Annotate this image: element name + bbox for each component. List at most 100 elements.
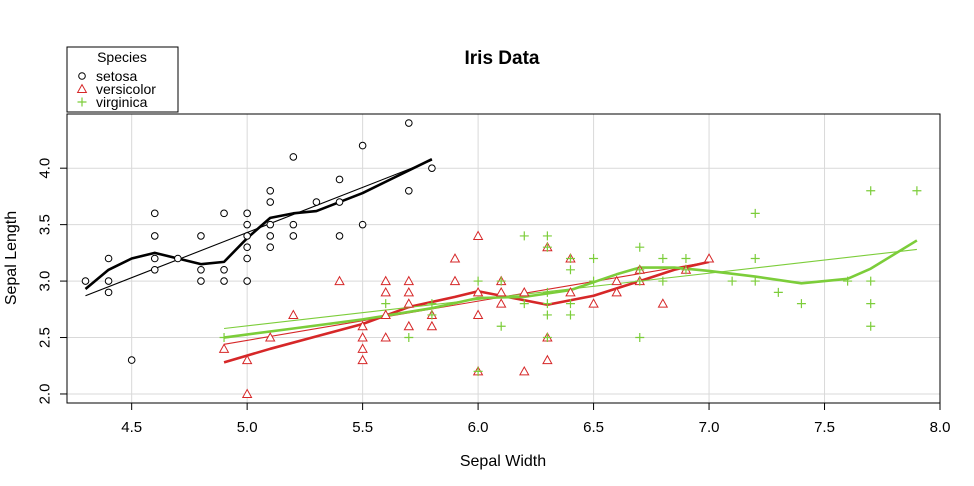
virginica-point-29	[681, 265, 691, 275]
versicolor-point-20	[449, 275, 461, 286]
virginica-point-35	[773, 287, 783, 297]
virginica-point-37	[843, 276, 853, 286]
legend-marker-setosa	[78, 72, 86, 80]
setosa-point-12	[197, 232, 205, 240]
setosa-point-19	[243, 232, 251, 240]
virginica-point-34	[750, 208, 760, 218]
virginica-point-31	[727, 276, 737, 286]
virginica-point-32	[750, 276, 760, 286]
virginica-point-10	[519, 231, 529, 241]
virginica-point-27	[658, 276, 668, 286]
setosa-point-34	[358, 220, 367, 229]
y-tick-label-1: 2.5	[37, 327, 54, 348]
versicolor-point-15	[403, 298, 415, 308]
y-tick-label-2: 3.0	[37, 271, 54, 292]
x-tick-label-6: 7.5	[814, 419, 835, 436]
versicolor-smooth-line	[223, 260, 710, 364]
setosa-point-26	[266, 186, 275, 195]
setosa-point-11	[197, 265, 205, 274]
versicolor-point-24	[472, 286, 484, 297]
x-tick-label-2: 5.5	[352, 419, 373, 436]
setosa-point-7	[150, 232, 159, 240]
virginica-point-14	[542, 287, 552, 297]
virginica-point-26	[635, 242, 645, 252]
versicolor-point-18	[426, 320, 438, 331]
versicolor-point-25	[472, 230, 484, 240]
setosa-point-15	[220, 209, 228, 218]
setosa-smooth-line	[84, 157, 433, 290]
versicolor-point-4	[288, 309, 299, 319]
virginica-point-40	[866, 276, 876, 286]
versicolor-point-2	[241, 354, 253, 365]
versicolor-point-41	[657, 298, 669, 308]
versicolor-point-38	[611, 275, 622, 286]
virginica-point-7	[496, 321, 506, 331]
virginica-point-6	[473, 276, 483, 286]
versicolor-point-6	[357, 354, 368, 365]
setosa-point-31	[335, 232, 344, 240]
setosa-point-14	[220, 265, 228, 274]
virginica-point-1	[381, 299, 391, 309]
setosa-point-2	[104, 277, 113, 285]
virginica-point-19	[565, 265, 575, 275]
versicolor-point-16	[403, 286, 415, 297]
virginica-point-9	[519, 299, 529, 309]
versicolor-point-1	[241, 388, 253, 398]
virginica-point-11	[542, 333, 552, 343]
virginica-point-23	[635, 333, 645, 343]
versicolor-point-34	[565, 286, 576, 297]
plot-frame	[66, 113, 941, 404]
setosa-point-32	[335, 198, 344, 206]
legend-label-setosa: setosa	[96, 68, 137, 84]
y-axis-label: Sepal Length	[3, 211, 20, 305]
versicolor-point-43	[703, 253, 715, 263]
virginica-point-30	[681, 254, 691, 263]
setosa-point-25	[266, 198, 275, 206]
virginica-point-39	[866, 299, 876, 309]
virginica-point-20	[565, 254, 575, 263]
versicolor-point-8	[357, 332, 368, 342]
virginica-point-24	[635, 276, 645, 286]
legend-label-versicolor: versicolor	[96, 81, 156, 97]
setosa-point-37	[405, 119, 413, 127]
versicolor-point-17	[403, 275, 415, 286]
y-axis: 2.0 2.5 3.0 3.5 4.0	[37, 158, 67, 405]
setosa-point-3	[104, 254, 113, 263]
setosa-point-21	[243, 209, 251, 218]
setosa-point-24	[266, 220, 275, 229]
versicolor-linear-fit	[223, 261, 710, 345]
legend-marker-virginica	[77, 97, 87, 107]
setosa-point-29	[289, 153, 298, 161]
versicolor-point-13	[380, 275, 391, 286]
fit-lines	[84, 157, 918, 364]
versicolor-point-23	[472, 309, 484, 319]
versicolor-point-0	[218, 343, 230, 353]
versicolor-point-9	[357, 320, 368, 331]
x-tick-label-4: 6.5	[583, 419, 604, 436]
y-tick-label-0: 2.0	[37, 384, 54, 405]
setosa-point-33	[335, 175, 344, 184]
setosa-point-17	[243, 254, 251, 263]
y-tick-label-4: 4.0	[37, 158, 54, 179]
versicolor-point-37	[611, 286, 622, 297]
setosa-point-1	[104, 288, 113, 297]
legend-box	[66, 46, 179, 113]
setosa-point-22	[266, 243, 275, 252]
setosa-point-4	[127, 356, 136, 364]
virginica-point-38	[866, 321, 876, 331]
setosa-point-27	[289, 232, 298, 240]
virginica-point-42	[912, 186, 922, 196]
virginica-smooth-line	[223, 239, 918, 339]
versicolor-point-11	[380, 309, 391, 319]
versicolor-point-29	[519, 365, 530, 376]
x-tick-label-3: 6.0	[468, 419, 489, 436]
versicolor-point-5	[334, 275, 345, 286]
setosa-point-20	[243, 220, 251, 229]
setosa-point-36	[405, 186, 413, 195]
virginica-point-36	[796, 299, 806, 309]
virginica-point-8	[496, 276, 506, 286]
legend-marker-versicolor	[76, 83, 88, 94]
versicolor-point-26	[495, 298, 507, 308]
setosa-point-35	[358, 141, 367, 150]
